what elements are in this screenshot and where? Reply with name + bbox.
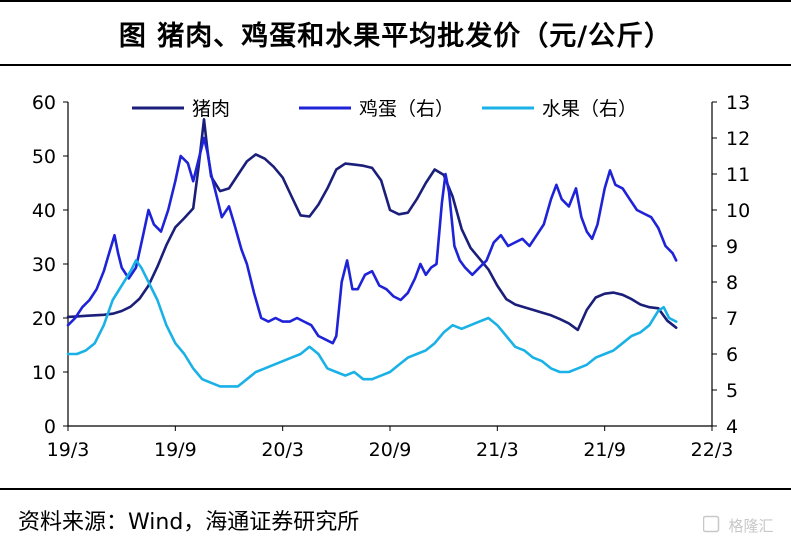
chart-title-bar: 图 猪肉、鸡蛋和水果平均批发价（元/公斤）	[0, 0, 791, 66]
line-chart: 0 10 20 30 40 50 60 4 5 6 7 8 9 10 11 12 13 19/3 19/9 20/3 2…	[32, 92, 750, 461]
left-tick-label: 10	[32, 362, 56, 384]
left-tick-label: 40	[32, 200, 56, 222]
right-tick-label: 11	[726, 164, 750, 186]
right-tick-label: 12	[726, 128, 750, 150]
right-tick-label: 8	[726, 272, 738, 294]
left-tick-label: 50	[32, 146, 56, 168]
left-tick-label: 20	[32, 308, 56, 330]
x-tick-label: 20/3	[261, 439, 304, 461]
source-bar: 资料来源：Wind，海通证券研究所 格隆汇	[0, 488, 791, 542]
right-tick-label: 5	[726, 380, 738, 402]
x-tick-label: 19/9	[154, 439, 197, 461]
right-tick-label: 6	[726, 344, 738, 366]
right-tick-label: 13	[726, 92, 750, 114]
x-tick-label: 19/3	[47, 439, 90, 461]
left-tick-label: 30	[32, 254, 56, 276]
x-tick-label: 22/3	[691, 439, 734, 461]
left-tick-label: 60	[32, 92, 56, 114]
series-line-0	[66, 118, 678, 332]
legend-label-1: 鸡蛋（右）	[359, 98, 454, 120]
watermark-logo: 格隆汇	[703, 515, 774, 535]
x-tick-label: 20/9	[369, 439, 412, 461]
legend-label-0: 猪肉	[192, 98, 230, 120]
source-note: 资料来源：Wind，海通证券研究所	[18, 510, 360, 535]
x-tick-label: 21/9	[583, 439, 626, 461]
chart-title: 图 猪肉、鸡蛋和水果平均批发价（元/公斤）	[118, 20, 673, 52]
right-tick-label: 4	[726, 416, 738, 438]
right-tick-label: 9	[726, 236, 738, 258]
legend-label-2: 水果（右）	[542, 98, 637, 120]
watermark-text: 格隆汇	[728, 517, 773, 535]
left-tick-label: 0	[44, 416, 56, 438]
right-tick-label: 10	[726, 200, 750, 222]
series-line-2	[66, 259, 678, 388]
right-tick-label: 7	[726, 308, 738, 330]
x-tick-label: 21/3	[476, 439, 519, 461]
series-line-1	[66, 136, 678, 345]
